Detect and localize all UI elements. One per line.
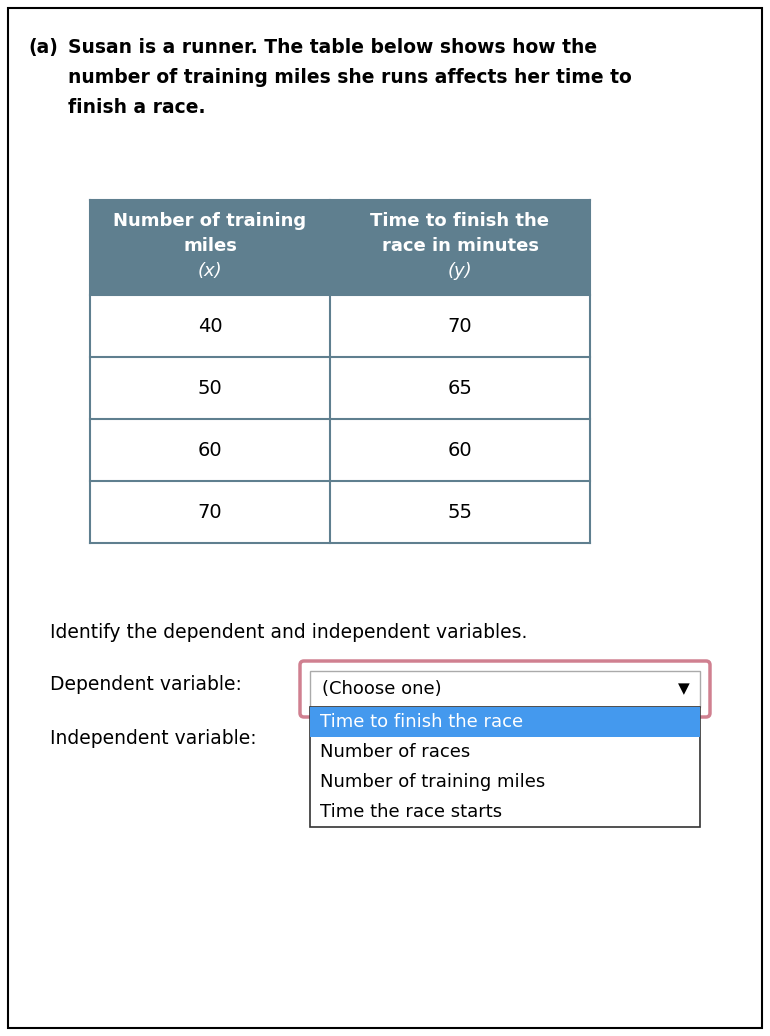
Text: 55: 55 <box>447 502 473 521</box>
Text: (Choose one): (Choose one) <box>322 680 442 698</box>
Text: miles: miles <box>183 237 237 255</box>
Text: (x): (x) <box>198 262 223 280</box>
Text: Time to finish the: Time to finish the <box>370 212 550 230</box>
Text: 70: 70 <box>198 502 223 521</box>
Text: 70: 70 <box>447 317 472 336</box>
Bar <box>90 419 590 481</box>
Bar <box>310 707 700 737</box>
Text: Time to finish the race: Time to finish the race <box>320 713 523 731</box>
Bar <box>310 671 700 707</box>
Text: 50: 50 <box>198 378 223 398</box>
Text: Number of training miles: Number of training miles <box>320 773 545 792</box>
Text: 40: 40 <box>198 317 223 336</box>
Bar <box>90 200 590 295</box>
Text: 60: 60 <box>198 440 223 460</box>
Text: ▼: ▼ <box>678 682 690 696</box>
Text: 65: 65 <box>447 378 473 398</box>
Text: Dependent variable:: Dependent variable: <box>50 675 242 694</box>
Text: Independent variable:: Independent variable: <box>50 729 256 748</box>
Text: (a): (a) <box>28 38 58 57</box>
Bar <box>90 481 590 543</box>
Bar <box>310 707 700 827</box>
Text: race in minutes: race in minutes <box>381 237 538 255</box>
Bar <box>90 295 590 357</box>
Text: finish a race.: finish a race. <box>68 98 206 117</box>
Text: number of training miles she runs affects her time to: number of training miles she runs affect… <box>68 68 631 87</box>
Text: 60: 60 <box>447 440 472 460</box>
Text: Time the race starts: Time the race starts <box>320 803 502 821</box>
Text: Number of training: Number of training <box>113 212 306 230</box>
Text: Susan is a runner. The table below shows how the: Susan is a runner. The table below shows… <box>68 38 597 57</box>
Bar <box>90 357 590 419</box>
Text: Number of races: Number of races <box>320 743 470 761</box>
Text: (y): (y) <box>447 262 472 280</box>
Text: Identify the dependent and independent variables.: Identify the dependent and independent v… <box>50 623 527 642</box>
